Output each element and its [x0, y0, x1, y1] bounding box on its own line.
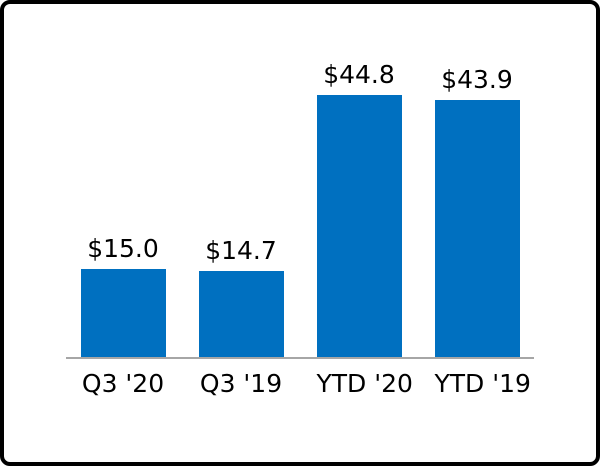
x-axis-baseline [66, 357, 534, 359]
bar-group: $15.0 [80, 234, 166, 357]
bar-group: $44.8 [316, 60, 402, 357]
bar-group: $14.7 [198, 236, 284, 357]
bar [316, 95, 402, 357]
bar [198, 271, 284, 357]
bar-value-label: $14.7 [205, 236, 277, 265]
category-label: YTD '20 [316, 369, 413, 398]
bar [434, 100, 520, 357]
bar-group: $43.9 [434, 65, 520, 357]
category-axis: Q3 '20 Q3 '19 YTD '20 YTD '19 [4, 369, 596, 399]
bar-series: $15.0 $14.7 $44.8 $43.9 [4, 57, 596, 357]
bar-value-label: $43.9 [441, 65, 513, 94]
bar [80, 269, 166, 357]
bar-value-label: $15.0 [87, 234, 159, 263]
category-label: Q3 '19 [199, 369, 283, 398]
category-label: YTD '19 [434, 369, 531, 398]
bar-value-label: $44.8 [323, 60, 395, 89]
category-label: Q3 '20 [81, 369, 165, 398]
